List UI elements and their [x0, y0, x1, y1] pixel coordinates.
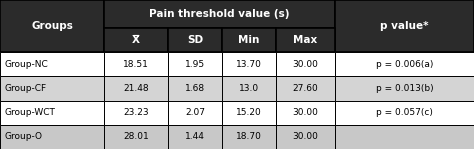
- Bar: [168, 28, 222, 52]
- Bar: [335, 76, 474, 101]
- Bar: [0, 101, 104, 125]
- Text: 28.01: 28.01: [123, 132, 149, 141]
- Text: 13.0: 13.0: [239, 84, 259, 93]
- Text: 30.00: 30.00: [292, 132, 318, 141]
- Text: Group-WCT: Group-WCT: [5, 108, 55, 117]
- Bar: [222, 28, 276, 52]
- Text: 13.70: 13.70: [236, 60, 262, 69]
- Bar: [104, 52, 168, 76]
- Text: 1.95: 1.95: [185, 60, 205, 69]
- Text: Group-O: Group-O: [5, 132, 43, 141]
- Text: p value*: p value*: [380, 21, 428, 31]
- Text: X̅: X̅: [132, 35, 140, 45]
- Text: Max: Max: [293, 35, 318, 45]
- Text: Pain threshold value (s): Pain threshold value (s): [149, 9, 290, 19]
- Bar: [276, 52, 335, 76]
- Text: 18.51: 18.51: [123, 60, 149, 69]
- Bar: [104, 0, 335, 28]
- Bar: [104, 125, 168, 149]
- Text: Group-CF: Group-CF: [5, 84, 47, 93]
- Bar: [168, 101, 222, 125]
- Bar: [335, 125, 474, 149]
- Bar: [222, 101, 276, 125]
- Text: 30.00: 30.00: [292, 108, 318, 117]
- Bar: [0, 125, 104, 149]
- Text: 30.00: 30.00: [292, 60, 318, 69]
- Text: p = 0.006(a): p = 0.006(a): [375, 60, 433, 69]
- Bar: [276, 28, 335, 52]
- Text: 23.23: 23.23: [123, 108, 149, 117]
- Bar: [104, 101, 168, 125]
- Text: 15.20: 15.20: [236, 108, 262, 117]
- Bar: [0, 52, 104, 76]
- Bar: [222, 125, 276, 149]
- Text: 2.07: 2.07: [185, 108, 205, 117]
- Text: 1.68: 1.68: [185, 84, 205, 93]
- Bar: [168, 125, 222, 149]
- Bar: [168, 52, 222, 76]
- Text: Groups: Groups: [31, 21, 73, 31]
- Bar: [276, 76, 335, 101]
- Text: 27.60: 27.60: [292, 84, 318, 93]
- Text: 1.44: 1.44: [185, 132, 205, 141]
- Text: p = 0.013(b): p = 0.013(b): [375, 84, 433, 93]
- Text: Min: Min: [238, 35, 260, 45]
- Bar: [104, 76, 168, 101]
- Bar: [222, 52, 276, 76]
- Text: 21.48: 21.48: [123, 84, 149, 93]
- Text: SD: SD: [187, 35, 203, 45]
- Bar: [335, 101, 474, 125]
- Bar: [104, 28, 168, 52]
- Bar: [276, 125, 335, 149]
- Text: 18.70: 18.70: [236, 132, 262, 141]
- Bar: [0, 76, 104, 101]
- Bar: [0, 0, 104, 52]
- Bar: [222, 76, 276, 101]
- Bar: [335, 0, 474, 52]
- Bar: [276, 101, 335, 125]
- Text: Group-NC: Group-NC: [5, 60, 48, 69]
- Bar: [335, 52, 474, 76]
- Text: p = 0.057(c): p = 0.057(c): [376, 108, 433, 117]
- Bar: [168, 76, 222, 101]
